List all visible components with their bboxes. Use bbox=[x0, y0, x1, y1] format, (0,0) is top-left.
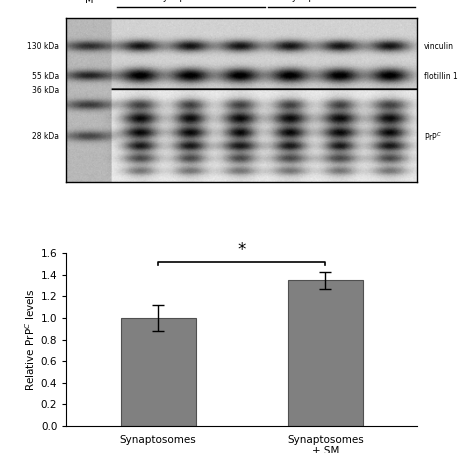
Text: vinculin: vinculin bbox=[424, 43, 454, 51]
Text: 130 kDa: 130 kDa bbox=[27, 43, 59, 51]
Text: Synaptosomes + SM: Synaptosomes + SM bbox=[286, 0, 380, 2]
Text: 28 kDa: 28 kDa bbox=[32, 132, 59, 141]
Y-axis label: Relative PrP$^C$ levels: Relative PrP$^C$ levels bbox=[23, 288, 36, 391]
Text: flotillin 1: flotillin 1 bbox=[424, 72, 458, 81]
Text: *: * bbox=[237, 241, 246, 259]
Bar bbox=[288, 280, 363, 426]
Text: 55 kDa: 55 kDa bbox=[32, 72, 59, 81]
Text: PrP$^C$: PrP$^C$ bbox=[424, 130, 442, 143]
Text: 36 kDa: 36 kDa bbox=[32, 86, 59, 95]
Text: M: M bbox=[85, 0, 93, 5]
Bar bbox=[121, 318, 196, 426]
Text: Synaptosomes: Synaptosomes bbox=[158, 0, 224, 2]
